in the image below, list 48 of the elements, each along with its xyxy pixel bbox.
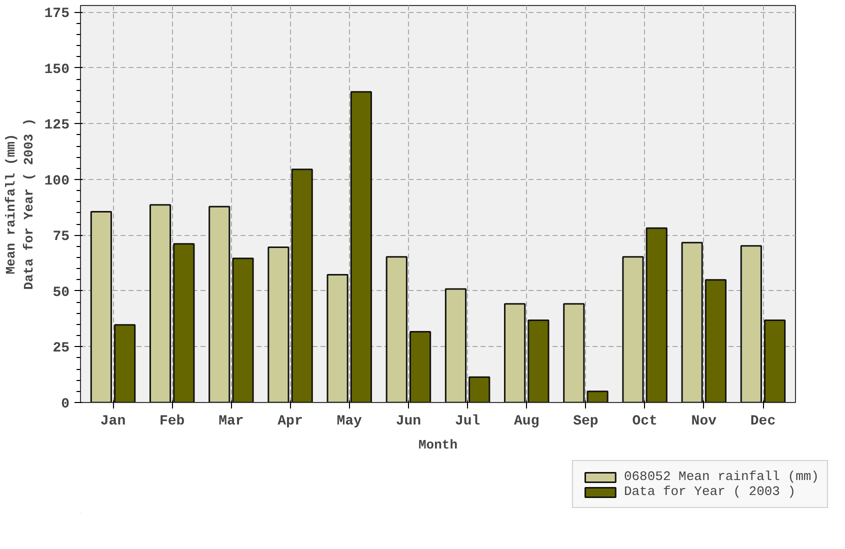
x-tick-label: May: [336, 414, 363, 430]
x-tick-label: Mar: [218, 414, 244, 430]
x-tick-label: Oct: [632, 414, 658, 430]
bar: [504, 303, 526, 402]
y-tick-label: 25: [52, 340, 70, 357]
bar: [409, 331, 432, 402]
y-tick-label: 75: [52, 229, 70, 246]
x-tick-label: Apr: [278, 414, 303, 430]
legend-label: Data for Year ( 2003 ): [624, 484, 796, 499]
bar: [528, 319, 550, 402]
x-tick-label: Jun: [396, 414, 422, 430]
y-tick-label: 0: [61, 396, 70, 412]
bar: [114, 324, 136, 402]
bar: [326, 274, 348, 402]
bar: [350, 91, 372, 402]
bar: [622, 256, 644, 402]
y-tick-label: 175: [44, 6, 70, 22]
y-tick-label: 125: [44, 118, 70, 134]
x-tick-label: Jul: [454, 414, 480, 430]
x-tick-label: Sep: [573, 414, 598, 430]
legend-label: 068052 Mean rainfall (mm): [624, 469, 819, 484]
x-tick-label: Dec: [750, 414, 776, 430]
bar: [208, 206, 230, 402]
bar: [386, 256, 408, 402]
bar: [149, 204, 172, 402]
bar: [646, 227, 668, 402]
bar: [681, 242, 703, 402]
y-tick-label: 50: [52, 284, 70, 301]
bar: [468, 376, 490, 402]
x-tick-label: Nov: [691, 414, 718, 430]
x-tick-label: Aug: [514, 414, 540, 430]
bar: [232, 258, 254, 402]
bar: [173, 243, 195, 402]
bar: [740, 245, 762, 402]
bar: [586, 390, 608, 402]
bar: [704, 279, 727, 402]
bar: [764, 319, 786, 402]
y-tick-label: 100: [44, 173, 70, 190]
x-tick-label: Jan: [100, 414, 126, 430]
y-tick-label: 150: [44, 62, 70, 78]
bar: [268, 246, 290, 402]
bar: [90, 211, 112, 402]
bar: [444, 288, 467, 402]
x-axis-title: Month: [418, 438, 458, 452]
bar: [563, 303, 585, 402]
x-tick-label: Feb: [159, 414, 185, 430]
y-axis-title: Mean rainfall (mm) Data for Year ( 2003 ): [3, 118, 36, 290]
bar: [291, 168, 313, 402]
